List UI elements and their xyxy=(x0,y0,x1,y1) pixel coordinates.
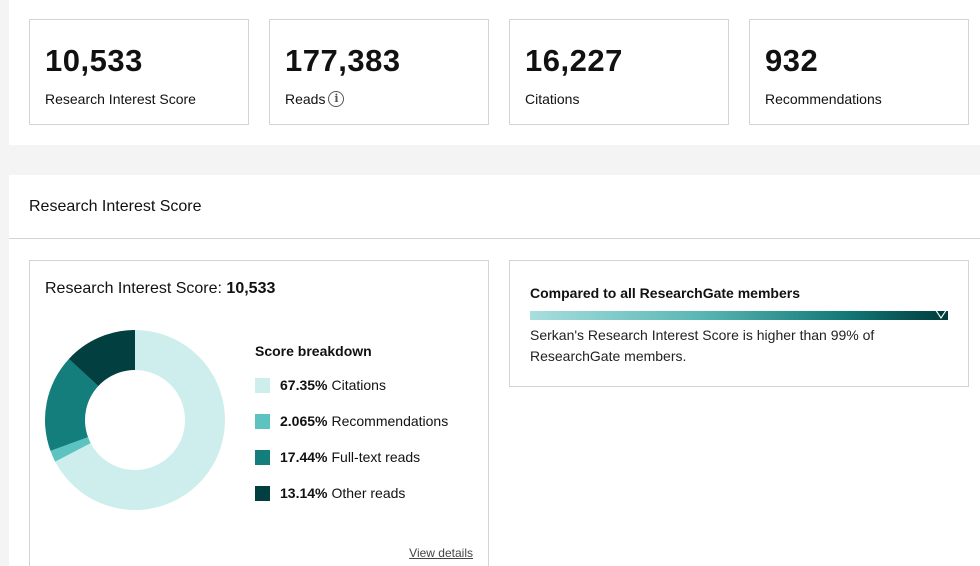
stat-value: 10,533 xyxy=(45,43,143,78)
section-header: Research Interest Score xyxy=(9,175,980,239)
info-icon[interactable]: i xyxy=(328,91,345,107)
score-heading: Research Interest Score: 10,533 xyxy=(45,280,276,297)
score-breakdown: Score breakdown 67.35% Citations 2.065% … xyxy=(255,343,448,520)
score-heading-value: 10,533 xyxy=(226,280,276,297)
stat-card-research-interest[interactable]: 10,533 Research Interest Score xyxy=(29,19,249,125)
compare-text: Serkan's Research Interest Score is high… xyxy=(530,327,875,364)
legend-swatch xyxy=(255,485,270,501)
breakdown-title: Score breakdown xyxy=(255,343,372,359)
legend-item-full-text-reads: 17.44% Full-text reads xyxy=(255,448,448,466)
stat-card-reads[interactable]: 177,383 Reads i xyxy=(269,19,489,125)
legend-item-recommendations: 2.065% Recommendations xyxy=(255,412,448,430)
stat-value: 16,227 xyxy=(525,43,623,78)
legend-item-other-reads: 13.14% Other reads xyxy=(255,484,448,502)
legend-swatch xyxy=(255,377,270,393)
stat-value: 932 xyxy=(765,43,819,78)
compare-card: Compared to all ResearchGate members Ser… xyxy=(509,260,969,387)
stat-label: Citations xyxy=(525,91,580,107)
donut-slice-citations[interactable] xyxy=(55,330,225,510)
stats-band: 10,533 Research Interest Score 177,383 R… xyxy=(9,0,980,145)
view-details-link[interactable]: View details xyxy=(409,546,473,560)
percentile-bar xyxy=(530,310,948,320)
stat-label: Reads i xyxy=(285,91,345,107)
research-interest-section: Research Interest Score Research Interes… xyxy=(9,175,980,566)
score-donut-chart xyxy=(45,330,225,510)
legend-item-citations: 67.35% Citations xyxy=(255,376,448,394)
stat-value: 177,383 xyxy=(285,43,401,78)
legend-swatch xyxy=(255,449,270,465)
donut-slice-other-reads[interactable] xyxy=(68,330,135,387)
score-breakdown-card: Research Interest Score: 10,533 Score br… xyxy=(29,260,489,566)
donut-slice-recommendations[interactable] xyxy=(50,437,91,462)
compare-title: Compared to all ResearchGate members xyxy=(530,285,800,301)
section-title: Research Interest Score xyxy=(29,197,202,215)
stat-label: Recommendations xyxy=(765,91,882,107)
percentile-marker-inner xyxy=(937,311,945,317)
stat-label: Research Interest Score xyxy=(45,91,196,107)
legend-swatch xyxy=(255,413,270,429)
donut-slice-full-text-reads[interactable] xyxy=(45,358,99,451)
stat-card-citations[interactable]: 16,227 Citations xyxy=(509,19,729,125)
stat-card-recommendations[interactable]: 932 Recommendations xyxy=(749,19,969,125)
